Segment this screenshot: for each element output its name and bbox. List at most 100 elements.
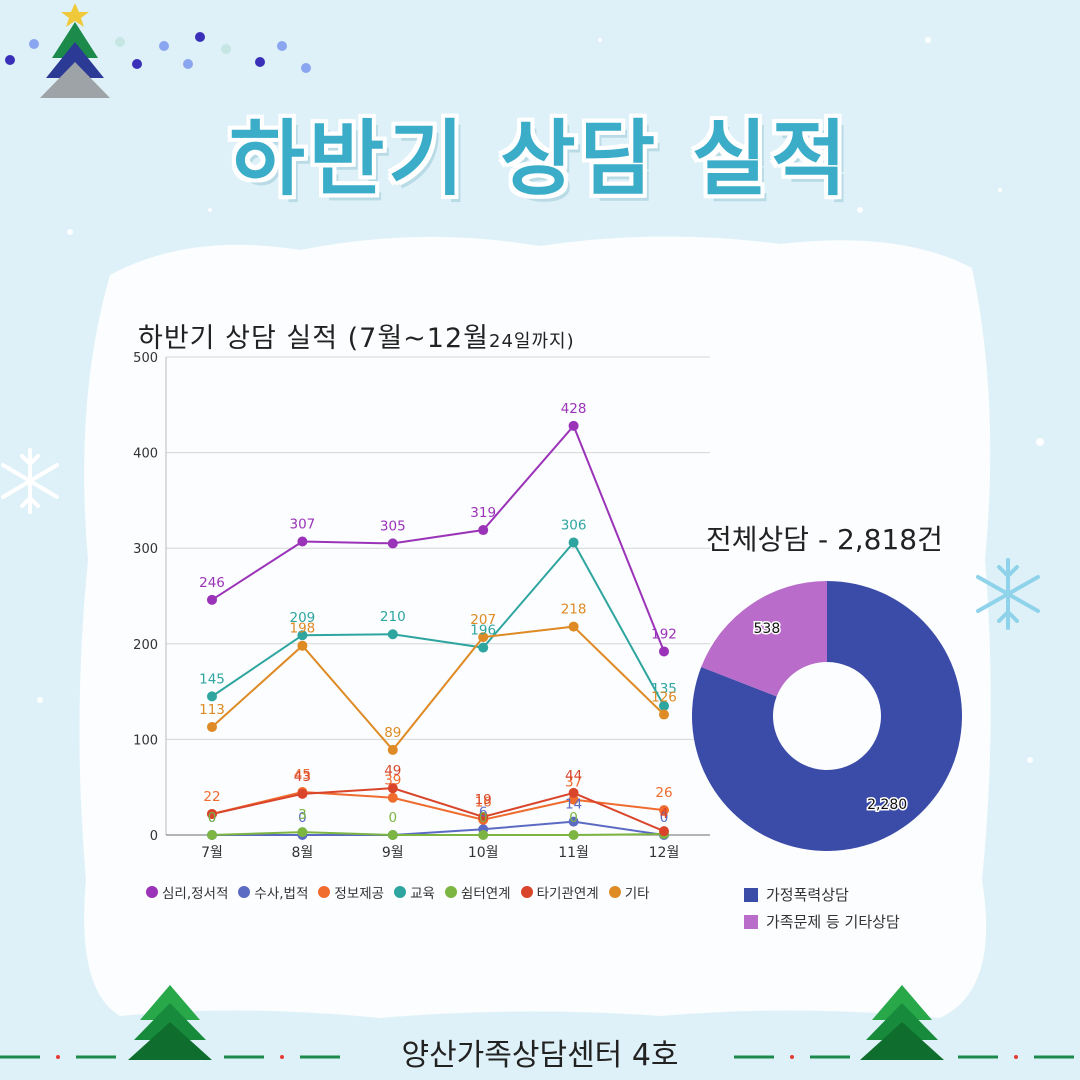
data-label: 0 — [569, 810, 578, 826]
y-tick-label: 300 — [133, 542, 158, 557]
y-tick-label: 200 — [133, 638, 158, 653]
legend-marker — [238, 886, 251, 898]
data-label: 307 — [290, 517, 316, 533]
data-label: 306 — [561, 517, 587, 533]
data-point — [568, 816, 579, 827]
data-label: 319 — [470, 505, 496, 521]
x-tick-label: 10월 — [468, 845, 499, 861]
data-label: 19 — [475, 792, 492, 808]
tree-icon — [860, 985, 944, 1060]
legend-item: 기타 — [608, 882, 650, 902]
data-label: 14 — [565, 797, 582, 813]
data-label: 207 — [470, 612, 496, 628]
legend-marker — [394, 886, 407, 898]
data-point — [207, 808, 217, 819]
data-point — [478, 632, 489, 643]
line-chart-legend: 심리,정서적 수사,법적 정보제공 교육 쉼터연계 타기관연계 기타 — [146, 882, 650, 902]
data-label: 0 — [208, 810, 217, 826]
legend-marker — [520, 886, 533, 898]
data-label: 6 — [479, 804, 488, 820]
data-label: 16 — [475, 795, 492, 811]
data-point — [659, 646, 669, 657]
y-tick-label: 100 — [133, 733, 158, 748]
data-label: 428 — [561, 401, 587, 417]
data-point — [568, 787, 579, 798]
data-label: 145 — [199, 671, 225, 687]
data-label: 218 — [561, 602, 587, 618]
data-label: 196 — [470, 623, 496, 639]
data-point — [207, 594, 217, 605]
data-point — [478, 811, 489, 822]
data-label: 49 — [384, 763, 401, 779]
legend-label: 기타 — [624, 886, 650, 902]
series-line — [211, 625, 665, 752]
data-point — [478, 525, 489, 536]
data-label: 0 — [660, 810, 669, 826]
legend-item: 정보제공 — [318, 882, 384, 902]
data-point — [387, 744, 398, 755]
decoration-dots — [5, 32, 311, 73]
data-point — [297, 630, 308, 641]
data-point — [659, 805, 669, 816]
data-point — [478, 830, 489, 840]
donut-chart-title: 전체상담 - 2,818건 — [706, 523, 943, 556]
data-point — [207, 691, 217, 702]
series-line — [211, 423, 665, 652]
data-point — [568, 621, 579, 632]
data-label: 0 — [208, 810, 217, 826]
data-label: 4 — [660, 806, 669, 822]
legend-label: 가족문제 등 기타상담 — [766, 913, 900, 931]
x-tick-label: 12월 — [649, 845, 680, 861]
snowflake-icon — [976, 558, 1040, 630]
data-label: 113 — [199, 702, 225, 718]
tree-icon — [40, 3, 110, 98]
data-label: 209 — [290, 610, 316, 626]
legend-marker — [444, 886, 457, 898]
legend-marker — [146, 886, 158, 898]
footer-text: 양산가족상담센터 4호 — [401, 1038, 679, 1073]
legend-item: 가정폭력상담 — [744, 884, 900, 905]
legend-label: 정보제공 — [334, 886, 385, 902]
data-label: 37 — [565, 775, 582, 791]
data-label: 305 — [380, 518, 406, 534]
data-point — [568, 537, 579, 548]
donut-slice — [701, 581, 827, 697]
x-tick-label: 7월 — [201, 845, 223, 861]
data-point — [568, 830, 579, 840]
line-chart-title: 하반기 상담 실적 (7월~12월24일까지) — [138, 323, 575, 354]
data-point — [387, 792, 398, 803]
donut-slice — [691, 581, 962, 852]
legend-item: 심리,정서적 — [146, 882, 228, 902]
data-point — [297, 640, 308, 651]
data-label: 126 — [651, 690, 677, 706]
data-label: 26 — [655, 785, 672, 801]
data-point — [568, 420, 579, 431]
data-label: 210 — [380, 609, 406, 625]
data-label: 3 — [298, 807, 307, 823]
data-point — [387, 538, 398, 549]
legend-label: 쉼터연계 — [460, 886, 511, 902]
series-line — [211, 540, 665, 707]
legend-marker — [744, 914, 758, 929]
legend-item: 수사,법적 — [238, 882, 308, 902]
x-tick-label: 9월 — [382, 845, 404, 861]
data-point — [297, 827, 308, 838]
data-label: 246 — [199, 575, 225, 591]
data-label: 44 — [565, 768, 582, 784]
series-line — [211, 787, 665, 833]
data-label: 0 — [479, 810, 488, 826]
legend-marker — [744, 887, 758, 902]
x-tick-label: 8월 — [292, 845, 314, 861]
data-point — [659, 700, 669, 711]
data-label: 39 — [384, 773, 401, 789]
legend-item: 가족문제 등 기타상담 — [744, 911, 900, 932]
page-title: 하반기 상담 실적 — [229, 112, 851, 207]
data-label: 135 — [651, 681, 677, 697]
x-tick-label: 11월 — [558, 845, 589, 861]
data-point — [387, 629, 398, 640]
tree-icon — [128, 985, 212, 1060]
data-point — [478, 642, 489, 653]
data-point — [207, 721, 217, 732]
legend-marker — [608, 886, 621, 898]
